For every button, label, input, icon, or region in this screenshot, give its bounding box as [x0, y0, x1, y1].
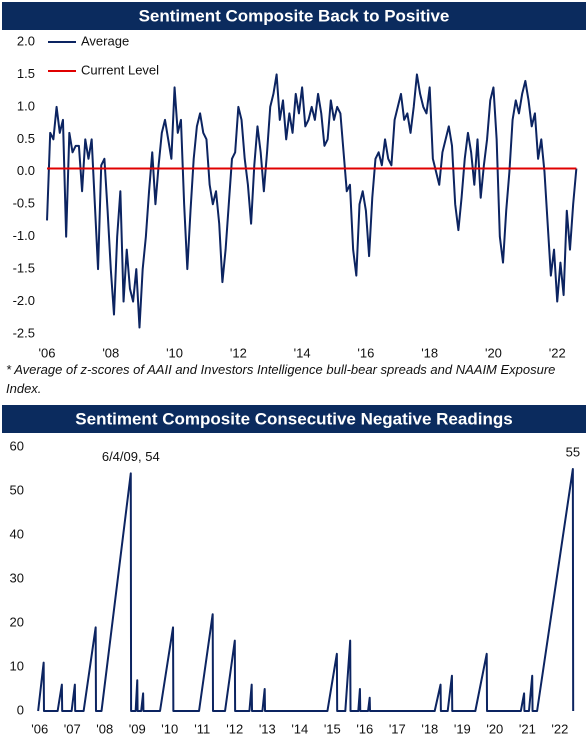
- y-tick-label: -0.5: [13, 196, 35, 211]
- y-tick-label: 50: [10, 482, 24, 497]
- chart-title: Sentiment Composite Back to Positive: [139, 6, 450, 25]
- y-tick-label: 30: [10, 570, 24, 585]
- x-tick-label: '20: [485, 345, 502, 360]
- y-tick-label: 1.5: [17, 66, 35, 81]
- y-tick-label: -2.5: [13, 325, 35, 340]
- y-tick-label: -2.0: [13, 293, 35, 308]
- y-tick-label: 40: [10, 526, 24, 541]
- x-tick-label: '20: [486, 721, 503, 736]
- y-tick-label: -1.0: [13, 228, 35, 243]
- x-tick-label: '06: [39, 345, 56, 360]
- annotation: 6/4/09, 54: [102, 449, 160, 464]
- x-tick-label: '18: [421, 345, 438, 360]
- x-tick-label: '18: [421, 721, 438, 736]
- x-tick-label: '17: [389, 721, 406, 736]
- x-tick-label: '12: [230, 345, 247, 360]
- y-tick-label: 2.0: [17, 33, 35, 48]
- x-tick-label: '10: [166, 345, 183, 360]
- x-tick-label: '11: [194, 721, 210, 736]
- x-tick-label: '16: [357, 345, 374, 360]
- legend-label: Current Level: [81, 62, 159, 77]
- annotation: 55: [566, 444, 580, 459]
- data-line: [46, 73, 578, 329]
- data-line: [37, 468, 575, 712]
- y-tick-label: 20: [10, 614, 24, 629]
- x-tick-label: '10: [161, 721, 178, 736]
- x-tick-label: '14: [291, 721, 308, 736]
- y-tick-label: 0: [17, 702, 24, 717]
- legend-label: Average: [81, 33, 129, 48]
- y-tick-label: 1.0: [17, 98, 35, 113]
- y-tick-label: 0.0: [17, 163, 35, 178]
- x-tick-label: '13: [259, 721, 276, 736]
- footnote: * Average of z-scores of AAII and Invest…: [6, 362, 556, 396]
- x-tick-label: '22: [551, 721, 568, 736]
- y-tick-label: -1.5: [13, 261, 35, 276]
- x-tick-label: '15: [324, 721, 341, 736]
- x-tick-label: '19: [454, 721, 471, 736]
- x-tick-label: '14: [294, 345, 311, 360]
- x-tick-label: '08: [102, 345, 119, 360]
- x-tick-label: '21: [519, 721, 536, 736]
- title-bar: [2, 405, 586, 433]
- x-tick-label: '12: [226, 721, 243, 736]
- x-tick-label: '06: [31, 721, 48, 736]
- x-tick-label: '16: [356, 721, 373, 736]
- x-tick-label: '22: [549, 345, 566, 360]
- x-tick-label: '07: [64, 721, 81, 736]
- x-tick-label: '09: [129, 721, 146, 736]
- x-tick-label: '08: [96, 721, 113, 736]
- y-tick-label: 60: [10, 438, 24, 453]
- title-bar: [2, 2, 586, 30]
- y-tick-label: 0.5: [17, 131, 35, 146]
- y-tick-label: 10: [10, 658, 24, 673]
- chart-title: Sentiment Composite Consecutive Negative…: [75, 409, 512, 428]
